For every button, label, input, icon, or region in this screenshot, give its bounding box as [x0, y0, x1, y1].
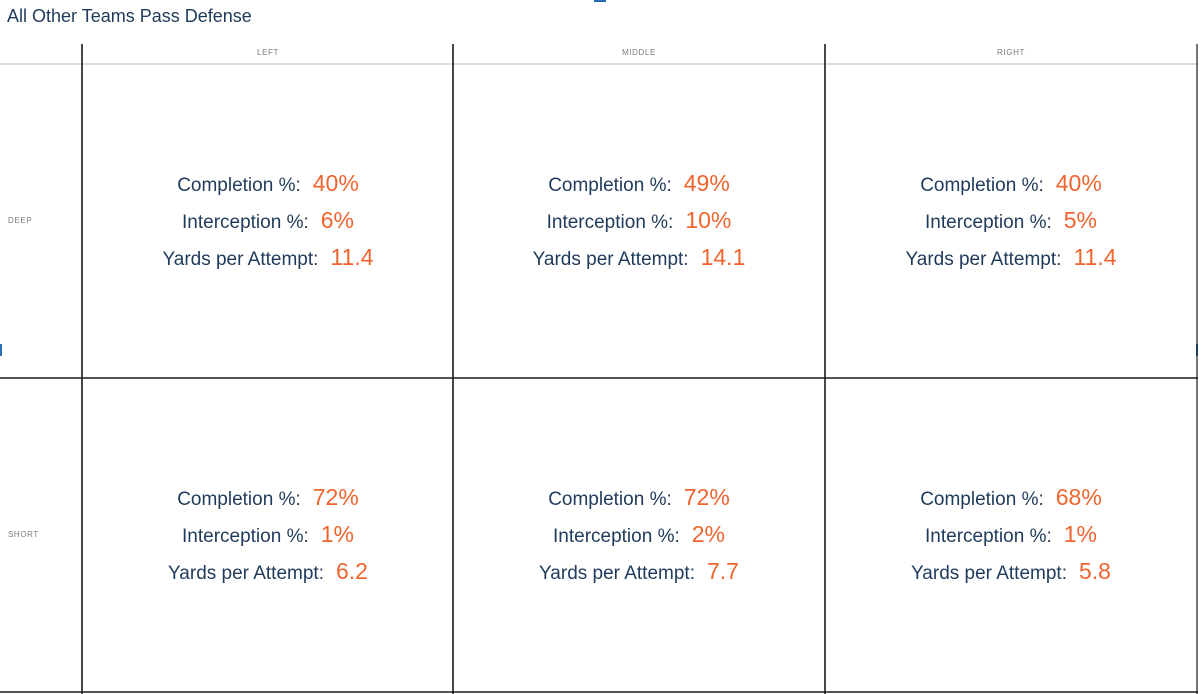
cell-short-middle: Completion %: 72% Interception %: 2% Yar… — [453, 484, 825, 595]
ypa-label: Yards per Attempt: — [911, 563, 1067, 584]
ypa-value: 14.1 — [700, 244, 746, 270]
completion-value: 72% — [312, 484, 359, 510]
ypa-label: Yards per Attempt: — [162, 249, 319, 270]
ypa-stat: Yards per Attempt: 14.1 — [453, 244, 825, 281]
ypa-label: Yards per Attempt: — [905, 249, 1062, 270]
column-header-right: RIGHT — [997, 48, 1025, 57]
resize-handle-left[interactable] — [0, 344, 2, 356]
completion-label: Completion %: — [920, 175, 1044, 196]
completion-value: 40% — [312, 170, 359, 196]
cell-deep-right: Completion %: 40% Interception %: 5% Yar… — [825, 170, 1197, 281]
interception-value: 1% — [1063, 521, 1097, 547]
interception-value: 2% — [691, 521, 725, 547]
ypa-label: Yards per Attempt: — [539, 563, 695, 584]
completion-stat: Completion %: 72% — [82, 484, 454, 521]
ypa-stat: Yards per Attempt: 7.7 — [453, 558, 825, 595]
completion-label: Completion %: — [548, 489, 672, 510]
ypa-label: Yards per Attempt: — [532, 249, 689, 270]
interception-stat: Interception %: 2% — [453, 521, 825, 558]
completion-value: 72% — [683, 484, 730, 510]
page-title: All Other Teams Pass Defense — [7, 6, 252, 26]
column-header-left: LEFT — [257, 48, 279, 57]
ypa-value: 7.7 — [706, 558, 739, 584]
ypa-value: 11.4 — [330, 244, 374, 270]
interception-stat: Interception %: 6% — [82, 207, 454, 244]
interception-label: Interception %: — [182, 526, 309, 547]
ypa-value: 11.4 — [1073, 244, 1117, 270]
interception-label: Interception %: — [925, 212, 1052, 233]
completion-stat: Completion %: 49% — [453, 170, 825, 207]
ypa-value: 6.2 — [335, 558, 368, 584]
completion-value: 68% — [1055, 484, 1102, 510]
interception-stat: Interception %: 1% — [825, 521, 1197, 558]
ypa-label: Yards per Attempt: — [168, 563, 324, 584]
row-header-short: SHORT — [8, 530, 39, 539]
completion-stat: Completion %: 40% — [82, 170, 454, 207]
completion-label: Completion %: — [548, 175, 672, 196]
cell-deep-left: Completion %: 40% Interception %: 6% Yar… — [82, 170, 454, 281]
completion-value: 40% — [1055, 170, 1102, 196]
interception-value: 5% — [1063, 207, 1097, 233]
interception-value: 6% — [320, 207, 354, 233]
row-header-deep: DEEP — [8, 216, 33, 225]
completion-label: Completion %: — [177, 489, 301, 510]
completion-stat: Completion %: 68% — [825, 484, 1197, 521]
ypa-value: 5.8 — [1078, 558, 1111, 584]
cell-short-right: Completion %: 68% Interception %: 1% Yar… — [825, 484, 1197, 595]
interception-stat: Interception %: 10% — [453, 207, 825, 244]
interception-label: Interception %: — [553, 526, 680, 547]
interception-label: Interception %: — [182, 212, 309, 233]
interception-value: 1% — [320, 521, 354, 547]
interception-stat: Interception %: 1% — [82, 521, 454, 558]
resize-handle-top[interactable] — [594, 0, 606, 2]
ypa-stat: Yards per Attempt: 5.8 — [825, 558, 1197, 595]
column-header-middle: MIDDLE — [622, 48, 656, 57]
interception-value: 10% — [685, 207, 732, 233]
completion-label: Completion %: — [177, 175, 301, 196]
interception-label: Interception %: — [546, 212, 674, 233]
cell-deep-middle: Completion %: 49% Interception %: 10% Ya… — [453, 170, 825, 281]
ypa-stat: Yards per Attempt: 6.2 — [82, 558, 454, 595]
completion-stat: Completion %: 40% — [825, 170, 1197, 207]
completion-value: 49% — [683, 170, 730, 196]
completion-label: Completion %: — [920, 489, 1044, 510]
interception-label: Interception %: — [925, 526, 1052, 547]
cell-short-left: Completion %: 72% Interception %: 1% Yar… — [82, 484, 454, 595]
completion-stat: Completion %: 72% — [453, 484, 825, 521]
ypa-stat: Yards per Attempt: 11.4 — [82, 244, 454, 281]
ypa-stat: Yards per Attempt: 11.4 — [825, 244, 1197, 281]
interception-stat: Interception %: 5% — [825, 207, 1197, 244]
